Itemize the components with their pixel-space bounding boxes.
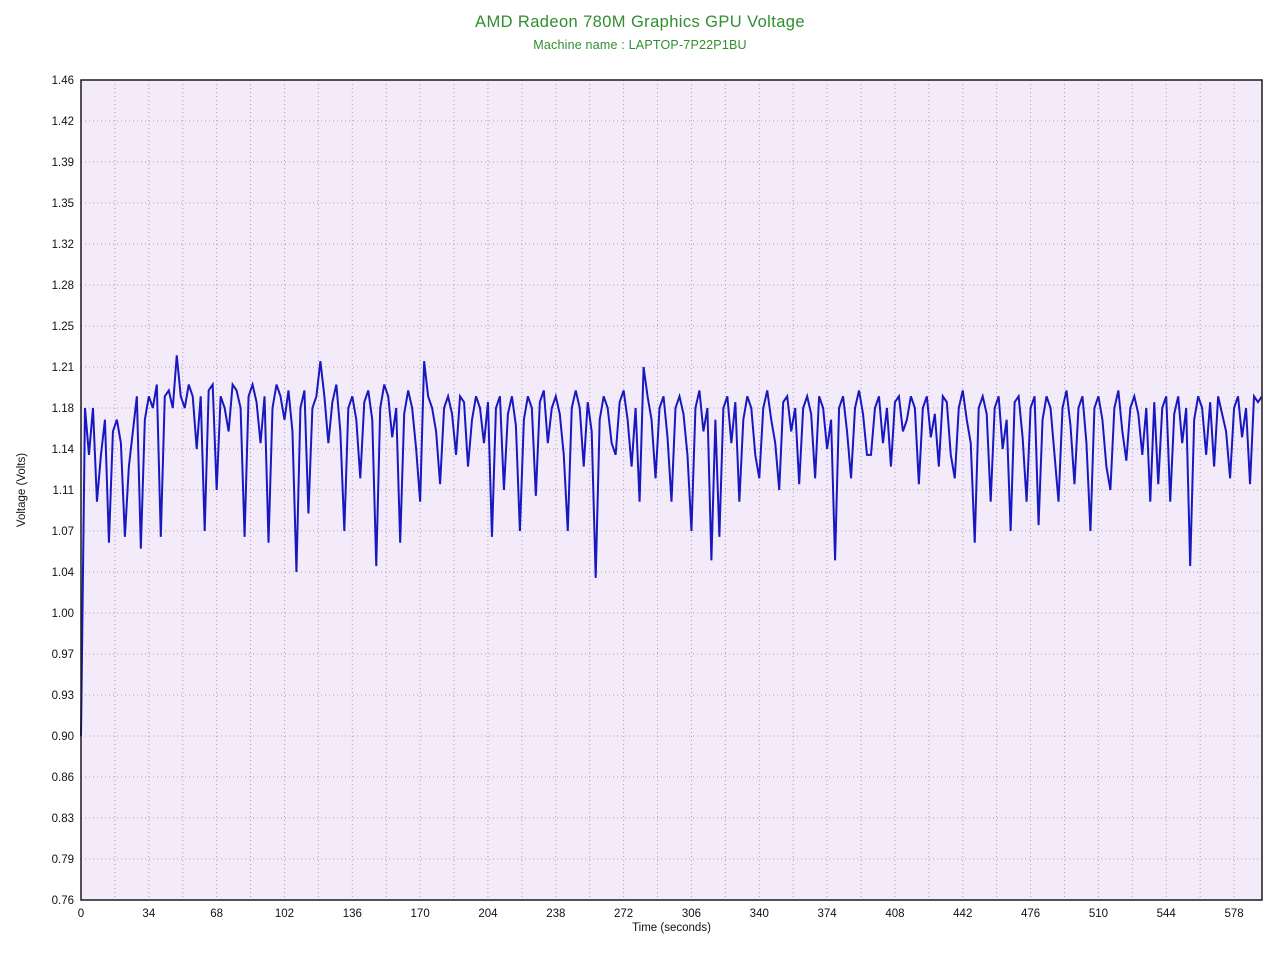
y-tick-label: 1.04 [52, 567, 75, 579]
voltage-series-line [80, 355, 1263, 737]
x-tick-label: 374 [818, 908, 838, 920]
chart-title: AMD Radeon 780M Graphics GPU Voltage [475, 13, 805, 31]
y-tick-label: 0.79 [52, 854, 74, 866]
x-tick-label: 544 [1157, 908, 1177, 920]
y-tick-label: 0.90 [52, 731, 74, 743]
y-tick-label: 0.97 [52, 649, 74, 661]
x-tick-label: 238 [546, 908, 565, 920]
x-tick-label: 102 [275, 908, 294, 920]
y-axis-title: Voltage (Volts) [16, 453, 28, 527]
x-tick-label: 204 [478, 908, 498, 920]
x-tick-label: 442 [953, 908, 972, 920]
x-tick-label: 272 [614, 908, 633, 920]
y-tick-label: 1.18 [52, 403, 74, 415]
y-tick-label: 0.93 [52, 690, 74, 702]
y-tick-label: 0.86 [52, 772, 74, 784]
x-tick-label: 476 [1021, 908, 1040, 920]
y-tick-label: 1.39 [52, 157, 74, 169]
y-tick-label: 1.32 [52, 239, 74, 251]
y-tick-label: 1.46 [52, 75, 74, 87]
y-tick-label: 1.21 [52, 362, 74, 374]
x-tick-label: 510 [1089, 908, 1108, 920]
x-tick-label: 170 [411, 908, 430, 920]
y-tick-label: 0.76 [52, 895, 74, 907]
x-tick-label: 34 [142, 908, 155, 920]
y-tick-label: 1.14 [52, 444, 75, 456]
y-tick-label: 1.35 [52, 198, 74, 210]
x-tick-label: 408 [885, 908, 904, 920]
y-tick-label: 1.11 [52, 485, 74, 497]
chart-subtitle: Machine name : LAPTOP-7P22P1BU [533, 38, 747, 52]
x-tick-label: 136 [343, 908, 362, 920]
y-tick-label: 1.25 [52, 321, 74, 333]
x-axis-title: Time (seconds) [632, 922, 711, 934]
x-tick-label: 0 [78, 908, 84, 920]
y-tick-label: 1.00 [52, 608, 74, 620]
plot-border [80, 79, 1263, 901]
y-tick-label: 1.07 [52, 526, 74, 538]
y-tick-label: 0.83 [52, 813, 74, 825]
y-tick-label: 1.42 [52, 116, 74, 128]
x-tick-label: 68 [210, 908, 223, 920]
x-tick-label: 306 [682, 908, 701, 920]
y-tick-label: 1.28 [52, 280, 74, 292]
x-tick-label: 340 [750, 908, 769, 920]
x-tick-label: 578 [1224, 908, 1243, 920]
